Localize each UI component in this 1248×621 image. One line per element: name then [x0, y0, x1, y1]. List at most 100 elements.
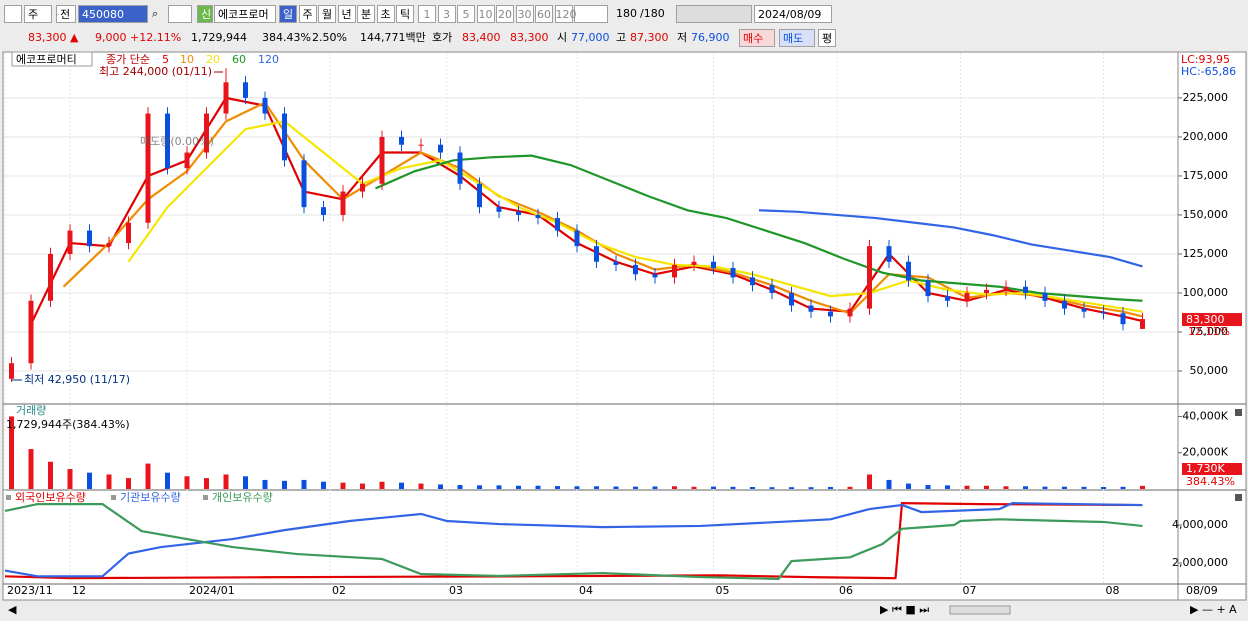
scroll-thumb[interactable] [949, 605, 1011, 615]
candle-body [1042, 292, 1048, 301]
panel-close[interactable] [1235, 494, 1242, 501]
volume-bar [925, 485, 931, 489]
turnover: 2.50% [312, 31, 347, 44]
zoom-controls[interactable]: ▶ — + A [1190, 603, 1237, 616]
volume-bar [750, 487, 755, 489]
minute-tab[interactable]: 20 [496, 5, 514, 23]
volume-bar [691, 486, 697, 489]
volume-bar [828, 487, 833, 489]
volume: 1,729,944 [191, 31, 247, 44]
blank-select[interactable] [574, 5, 608, 23]
sound-icon[interactable] [168, 5, 192, 23]
volume-bar [9, 416, 14, 489]
search-icon[interactable]: ⌕ [152, 7, 159, 20]
volume-bar [399, 482, 404, 489]
y-tick-label: 40,000K [1182, 409, 1228, 422]
date-input[interactable]: 2024/08/09 [754, 5, 832, 23]
minute-tab[interactable]: 120 [554, 5, 577, 23]
price: 83,300 ▲ [28, 31, 79, 44]
menu-icon[interactable] [4, 5, 22, 23]
interval-tab[interactable]: 일 [279, 5, 297, 23]
candle-body [808, 305, 814, 312]
candle-body [106, 243, 112, 247]
y-tick-label: 175,000 [1183, 169, 1229, 182]
candle-body [360, 183, 365, 192]
candle-body [126, 222, 131, 244]
volume-bar [165, 472, 170, 489]
volume-bar [340, 482, 346, 489]
panel-close[interactable] [1235, 409, 1242, 416]
interval-tab[interactable]: 틱 [396, 5, 414, 23]
volume-title: 거래량 [16, 404, 46, 417]
scope-select[interactable]: 전 [56, 5, 76, 23]
minute-tab[interactable]: 10 [476, 5, 495, 23]
candle-body [711, 261, 716, 269]
x-tick-label: 04 [579, 584, 593, 597]
volume-bar [574, 486, 580, 489]
volume-bar [243, 476, 248, 489]
high-annotation: 최고 244,000 (01/11) [99, 65, 212, 78]
volume-rate: 384.43% [1186, 475, 1235, 488]
candle-body [243, 82, 248, 98]
candle-body [516, 211, 521, 215]
y-tick-label: 200,000 [1183, 130, 1229, 143]
volume-bar [126, 478, 131, 489]
volume-bar [145, 463, 151, 489]
candle-body [9, 363, 14, 379]
volume-bar [672, 486, 677, 489]
minute-tab[interactable]: 1 [418, 5, 436, 23]
volume-bar [594, 486, 599, 489]
volume-bar [867, 474, 872, 489]
minute-tab[interactable]: 60 [535, 5, 553, 23]
candle-body [1062, 300, 1067, 309]
x-tick-label: 06 [839, 584, 853, 597]
volume-tag [1182, 463, 1242, 475]
x-end-label: 08/09 [1186, 584, 1218, 597]
minute-tab[interactable]: 5 [457, 5, 475, 23]
interval-tab[interactable]: 주 [298, 5, 317, 23]
buy-button[interactable]: 매수 [739, 29, 775, 47]
change: 9,000 [95, 31, 127, 44]
candle-body [418, 144, 424, 146]
scroll-bar[interactable] [3, 601, 1246, 620]
candle-body [48, 253, 53, 301]
avg-button[interactable]: 평 [818, 29, 836, 47]
candle-body [925, 280, 931, 297]
high: 87,300 [630, 31, 669, 44]
volume-bar [282, 480, 287, 489]
candle-body [594, 246, 599, 262]
scroll-controls[interactable]: ▶ ⏮ ■ ⏭ [880, 603, 929, 616]
minute-tab[interactable]: 30 [515, 5, 534, 23]
interval-tab[interactable]: 분 [357, 5, 375, 23]
legend-entry: 외국인보유수량 [15, 491, 86, 504]
bid: 83,300 [510, 31, 549, 44]
volume-bar [769, 487, 775, 489]
count[interactable]: 180 [616, 7, 637, 20]
code-input[interactable]: 450080 [78, 5, 148, 23]
tool-icons[interactable] [676, 5, 752, 23]
scroll-left[interactable]: ◀ [8, 603, 17, 616]
candle-body [964, 292, 970, 301]
legend-entry: 기관보유수량 [120, 491, 181, 504]
volume-bar [87, 472, 92, 489]
candle-body [301, 160, 307, 208]
interval-tab[interactable]: 초 [376, 5, 395, 23]
interval-tab[interactable]: 월 [318, 5, 336, 23]
ask-label: 호가 [432, 31, 453, 44]
y-tick-label: 100,000 [1183, 286, 1229, 299]
volume-bar [496, 485, 502, 489]
candle-body [1101, 311, 1106, 314]
y-tick-label: 75,000 [1190, 325, 1229, 338]
candle-body [750, 277, 755, 286]
candle-body [613, 261, 619, 265]
sell-button[interactable]: 매도 [779, 29, 815, 47]
minute-tab[interactable]: 3 [437, 5, 456, 23]
interval-tab[interactable]: 년 [337, 5, 356, 23]
candle-body [574, 230, 580, 247]
volume-bar [106, 474, 112, 489]
chart-title: 에코프로머티 [16, 53, 77, 66]
market-select[interactable]: 주 [24, 5, 52, 23]
candle-body [184, 152, 190, 169]
stock-name: 에코프로머 [214, 5, 276, 23]
volume-bar [457, 485, 463, 489]
